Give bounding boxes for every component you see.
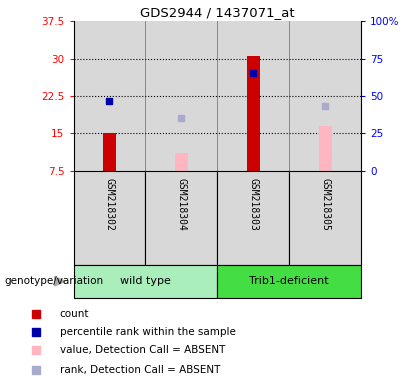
Text: wild type: wild type [120,276,171,286]
Bar [218,265,361,298]
Bar [145,21,218,171]
Bar [74,21,145,171]
Text: percentile rank within the sample: percentile rank within the sample [60,327,236,337]
Text: GSM218302: GSM218302 [105,179,115,231]
Bar [103,134,116,171]
Bar [289,21,361,171]
Text: GSM218305: GSM218305 [320,179,330,231]
Bar [74,171,145,265]
Text: rank, Detection Call = ABSENT: rank, Detection Call = ABSENT [60,366,220,376]
Text: Trib1-deficient: Trib1-deficient [249,276,329,286]
Text: count: count [60,309,89,319]
Bar [74,265,218,298]
Bar [319,126,332,171]
Bar [218,21,289,171]
Bar [289,171,361,265]
Bar [218,171,289,265]
Text: genotype/variation: genotype/variation [4,276,103,286]
Bar [247,56,260,171]
Text: value, Detection Call = ABSENT: value, Detection Call = ABSENT [60,344,225,354]
Title: GDS2944 / 1437071_at: GDS2944 / 1437071_at [140,5,295,18]
Bar [145,171,218,265]
Text: GSM218304: GSM218304 [176,179,186,231]
Text: GSM218303: GSM218303 [248,179,258,231]
Bar [175,154,188,171]
